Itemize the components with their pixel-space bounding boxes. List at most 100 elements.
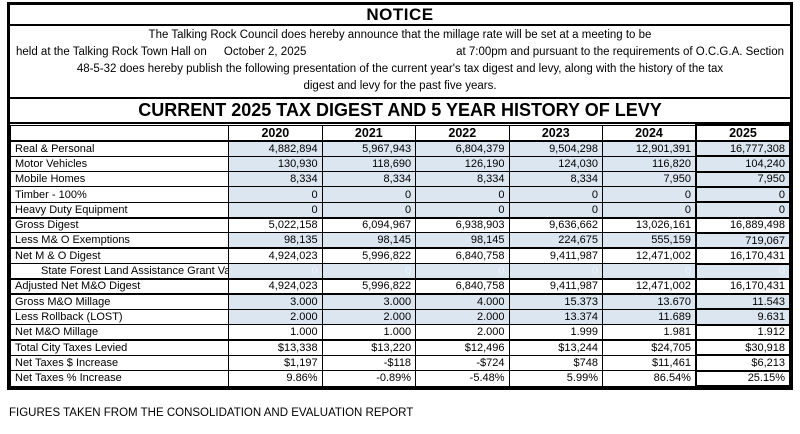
cell: 86.54% [601, 370, 697, 387]
cell: 0 [601, 262, 697, 280]
cell: -$724 [415, 354, 510, 372]
cell: 4,924,023 [228, 247, 323, 265]
cell: 0 [601, 186, 697, 203]
table-row: Less M& O Exemptions 98,135 98,145 98,145 22… [9, 231, 790, 250]
cell: 4.000 [415, 293, 510, 310]
cell: 16,777,308 [694, 139, 790, 158]
cell: 0 [228, 201, 323, 219]
notice-title: NOTICE [10, 5, 790, 26]
notice-paragraph: The Talking Rock Council does hereby ann… [10, 26, 790, 97]
digest-table-body: Real & Personal 4,882,894 5,967,943 6,804,3… [9, 139, 790, 388]
year-column-header: 2024 [601, 124, 697, 142]
table-row: Net M&O Millage 1.000 1.000 2.000 1.999 1.981… [9, 323, 790, 342]
cell: -0.89% [321, 370, 417, 387]
cell: 3.000 [321, 293, 417, 310]
notice-box: NOTICE The Talking Rock Council does her… [7, 2, 793, 390]
cell: 1.981 [601, 324, 697, 341]
cell: 5,967,943 [321, 140, 417, 157]
cell: 1.000 [228, 324, 323, 341]
year-column-header: 2023 [508, 124, 604, 142]
cell: 9.86% [228, 370, 323, 387]
cell: 124,030 [508, 155, 604, 173]
cell: -5.48% [415, 370, 510, 387]
cell: 13.374 [508, 308, 604, 326]
cell: 0 [508, 262, 604, 280]
cell: 130,930 [228, 155, 323, 173]
row-label: Gross M&O Millage [9, 293, 230, 310]
cell: 4,924,023 [228, 277, 323, 295]
cell: 1.000 [321, 324, 417, 341]
table-row: Net Taxes % Increase 9.86% -0.89% -5.48% 5.9… [9, 369, 790, 388]
cell: 8,334 [321, 171, 417, 188]
row-label: Less M& O Exemptions [9, 232, 230, 249]
cell: 25.15% [694, 369, 790, 388]
footer-note: FIGURES TAKEN FROM THE CONSOLIDATION AND… [9, 407, 414, 419]
digest-title: CURRENT 2025 TAX DIGEST AND 5 YEAR HISTO… [10, 97, 790, 124]
table-row: Motor Vehicles 130,930 118,690 126,190 124,0… [9, 155, 790, 173]
cell: 0 [508, 186, 604, 203]
digest-table: 2020 2021 2022 2023 2024 2025 Real & Personal… [9, 124, 790, 388]
table-row: Mobile Homes 8,334 8,334 8,334 8,334 7,950 7,9… [9, 170, 790, 188]
cell: 11.543 [694, 293, 790, 311]
table-row: Net M & O Digest 4,924,023 5,996,822 6,840,… [9, 247, 790, 265]
row-label: Net M & O Digest [9, 247, 230, 265]
year-column-header: 2025 [694, 124, 790, 142]
cell: 0 [508, 201, 604, 219]
cell: 224,675 [508, 232, 604, 249]
cell: $1,197 [228, 354, 323, 372]
table-row: Gross M&O Millage 3.000 3.000 4.000 15.373 13… [9, 293, 790, 311]
cell: 0 [694, 201, 790, 219]
cell: 9,636,662 [508, 216, 604, 234]
cell: 4,882,894 [228, 140, 323, 157]
table-row: Total City Taxes Levied $13,338 $13,220 $12… [9, 339, 790, 357]
row-label: Timber - 100% [9, 186, 230, 203]
table-row: Gross Digest 5,022,158 6,094,967 6,938,903 9… [9, 216, 790, 234]
table-row: Adjusted Net M&O Digest 4,924,023 5,996,82… [9, 277, 790, 296]
row-label: Gross Digest [9, 216, 230, 234]
cell: $12,496 [415, 339, 510, 356]
row-label: Adjusted Net M&O Digest [9, 277, 230, 295]
row-label: Heavy Duty Equipment [9, 201, 230, 219]
cell: 8,334 [415, 171, 510, 188]
row-label: Motor Vehicles [9, 155, 230, 173]
cell: 5,996,822 [321, 277, 417, 295]
cell: 0 [321, 186, 417, 203]
cell: 6,840,758 [415, 277, 510, 295]
table-row: Timber - 100% 0 0 0 0 0 0 [9, 185, 790, 204]
cell: 6,094,967 [321, 216, 417, 234]
cell: 12,471,002 [601, 277, 697, 295]
table-row: State Forest Land Assistance Grant Value… [9, 262, 790, 280]
year-column-header: 2022 [415, 124, 510, 142]
cell: 0 [601, 201, 697, 219]
row-label: Real & Personal [9, 140, 230, 157]
cell: 0 [228, 186, 323, 203]
cell: 16,170,431 [694, 247, 790, 265]
cell: 118,690 [321, 155, 417, 173]
cell: 126,190 [415, 155, 510, 173]
cell: $24,705 [601, 339, 697, 356]
row-label: State Forest Land Assistance Grant Value [9, 262, 230, 280]
paragraph-line-2: held at the Talking Rock Town Hall on Oc… [14, 44, 786, 61]
row-label: Net Taxes $ Increase [9, 354, 230, 372]
cell: 9,411,987 [508, 247, 604, 265]
cell: 555,159 [601, 232, 697, 249]
cell: 0 [321, 262, 417, 280]
cell: 5.99% [508, 370, 604, 387]
cell: 12,901,391 [601, 140, 697, 157]
paragraph-line-2-left: held at the Talking Rock Town Hall on Oc… [16, 44, 306, 61]
meeting-date-text: October 2, 2025 [223, 46, 307, 58]
cell: 9.631 [694, 308, 790, 326]
cell: 104,240 [694, 155, 790, 173]
row-label: Net M&O Millage [9, 324, 230, 341]
year-header-row: 2020 2021 2022 2023 2024 2025 [9, 124, 790, 142]
cell: 6,804,379 [415, 140, 510, 157]
cell: 2.000 [415, 308, 510, 326]
meeting-time-text: at 7:00pm and pursuant to the requiremen… [456, 46, 784, 58]
cell: $30,918 [694, 339, 790, 357]
row-label-header [9, 124, 230, 142]
cell: 0 [694, 262, 790, 280]
paragraph-line-3: 48-5-32 does hereby publish the followin… [76, 63, 724, 75]
cell: 8,334 [228, 171, 323, 188]
cell: 6,938,903 [415, 216, 510, 234]
